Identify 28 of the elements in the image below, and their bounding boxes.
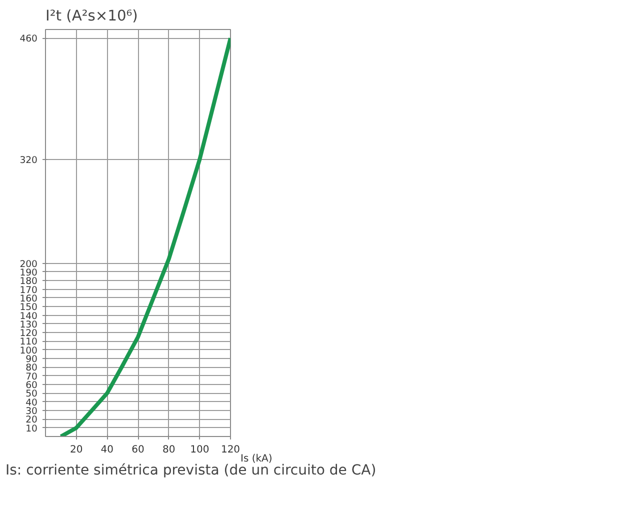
y-axis-title: I²t (A²s×10⁶) — [46, 8, 138, 24]
y-tick-label: 170 — [20, 284, 38, 296]
line-series — [58, 36, 230, 436]
x-tick-label: 120 — [220, 444, 240, 456]
y-tick-label: 180 — [20, 276, 38, 288]
y-tick-label: 110 — [20, 336, 38, 348]
y-tick-label: 200 — [20, 258, 38, 270]
y-tick-label: 50 — [26, 388, 38, 400]
y-tick-label: 10 — [26, 423, 38, 434]
y-tick-label: 130 — [20, 319, 38, 330]
y-tick-label: 190 — [20, 267, 38, 278]
x-tick-label: 80 — [162, 444, 176, 456]
y-tick-label: 320 — [20, 154, 38, 166]
y-tick-label: 100 — [20, 345, 38, 356]
y-tick-label: 150 — [20, 302, 38, 314]
text: Is: corriente simétrica prevista (de un circuito de CA) — [6, 462, 376, 478]
x-axis-title: Is (kA) — [240, 454, 272, 464]
x-tick-label: 60 — [132, 444, 144, 456]
y-tick-label: 160 — [20, 293, 38, 304]
y-tick-label: 70 — [26, 371, 38, 382]
y-tick-label: 460 — [20, 34, 38, 45]
x-tick-label: 40 — [100, 444, 114, 456]
y-tick-label: 20 — [26, 414, 38, 426]
y-tick-label: 140 — [20, 310, 38, 322]
y-tick-label: 80 — [26, 362, 38, 374]
y-tick-label: 40 — [26, 397, 38, 408]
x-tick-label: 100 — [190, 444, 210, 456]
x-tick-label: 20 — [70, 444, 83, 456]
